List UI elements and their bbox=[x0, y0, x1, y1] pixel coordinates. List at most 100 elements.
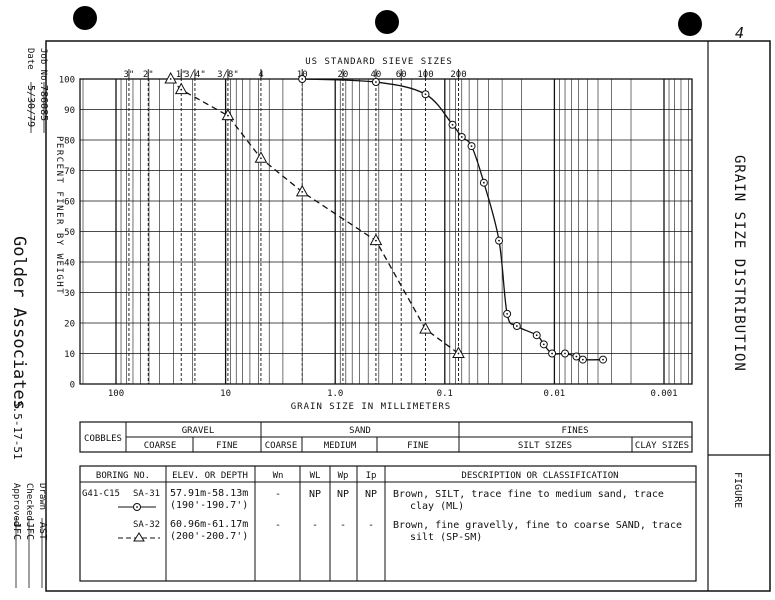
x-tick-label: 0.001 bbox=[650, 389, 677, 399]
y-tick-label: 50 bbox=[64, 228, 75, 238]
header-wp: Wp bbox=[338, 471, 349, 481]
row2-desc-line2: silt (SP-SM) bbox=[410, 532, 482, 543]
y-tick-label: 70 bbox=[64, 167, 75, 177]
approved-value: JFC bbox=[11, 522, 22, 540]
data-point-triangle bbox=[295, 184, 309, 197]
y-tick-label: 60 bbox=[64, 198, 75, 208]
sieve-title: US STANDARD SIEVE SIZES bbox=[305, 57, 453, 67]
row2-desc-line1: Brown, fine gravelly, fine to coarse SAN… bbox=[393, 520, 682, 531]
data-point-triangle bbox=[254, 151, 268, 163]
row2-sample: SA-32 bbox=[133, 520, 160, 530]
header-boring: BORING NO. bbox=[96, 471, 150, 481]
data-point-dot bbox=[375, 239, 377, 242]
data-point-dot bbox=[424, 328, 427, 330]
punch-hole-right bbox=[678, 12, 702, 36]
data-point-dot bbox=[470, 145, 473, 148]
y-tick-label: 100 bbox=[59, 76, 75, 86]
figure-title: GRAIN SIZE DISTRIBUTION bbox=[731, 155, 747, 372]
data-point-dot bbox=[581, 358, 584, 361]
data-point-triangle bbox=[221, 108, 235, 121]
row2-wl: - bbox=[312, 520, 318, 531]
cobbles-label: COBBLES bbox=[84, 434, 122, 444]
row2-elev-m: 60.96m-61.17m bbox=[170, 519, 248, 530]
data-point-dot bbox=[227, 114, 229, 117]
y-tick-label: 30 bbox=[64, 289, 75, 299]
row1-desc-line2: clay (ML) bbox=[410, 501, 464, 512]
x-tick-label: 100 bbox=[108, 389, 124, 399]
plot-border bbox=[79, 78, 693, 385]
y-tick-label: 0 bbox=[70, 381, 75, 391]
sand-fine-label: FINE bbox=[407, 441, 429, 451]
gravel-fine-label: FINE bbox=[216, 441, 238, 451]
grain-size-chart: 0 10 20 30 40 50 60 70 80 90 100 100 10 1.0 0.1 0.01 0.… bbox=[54, 69, 693, 412]
x-tick-labels: 100 10 1.0 0.1 0.01 0.001 bbox=[108, 389, 678, 399]
row1-wp: NP bbox=[337, 489, 349, 500]
sieve-lines bbox=[128, 69, 459, 384]
y-tick-labels: 0 10 20 30 40 50 60 70 80 90 100 bbox=[59, 76, 75, 391]
y-tick-label: 80 bbox=[64, 137, 75, 147]
data-point-dot bbox=[575, 355, 578, 358]
page-mark: 4 bbox=[735, 24, 744, 42]
y-tick-label: 40 bbox=[64, 259, 75, 269]
checked-value: JFC bbox=[24, 522, 35, 540]
figure-label: FIGURE bbox=[732, 472, 743, 508]
x-tick-label: 1.0 bbox=[327, 389, 343, 399]
header-wl: WL bbox=[310, 471, 321, 481]
sheet-border bbox=[45, 40, 771, 592]
row1-boring: G41-C15 bbox=[82, 489, 120, 499]
row2-elev-ft: (200'-200.7') bbox=[170, 531, 248, 542]
sand-label: SAND bbox=[349, 426, 371, 436]
x-tick-label: 0.01 bbox=[544, 389, 566, 399]
x-tick-label: 10 bbox=[220, 389, 231, 399]
row1-sample: SA-31 bbox=[133, 489, 160, 499]
data-point-triangle bbox=[419, 322, 432, 334]
drawn-label: Drawn bbox=[37, 483, 47, 510]
row2-legend-marker bbox=[133, 532, 145, 542]
data-point-dot bbox=[260, 157, 262, 160]
clay-sizes-label: CLAY SIZES bbox=[635, 441, 689, 451]
job-value: 786085 bbox=[38, 85, 49, 121]
data-point-triangle bbox=[452, 346, 465, 358]
date-value: 5/30/79 bbox=[25, 85, 36, 127]
data-point-dot bbox=[564, 352, 566, 355]
data-point-dot bbox=[551, 352, 553, 355]
gravel-coarse-label: COARSE bbox=[144, 441, 177, 451]
company-code: 3.5-17-51 bbox=[11, 400, 24, 460]
sample-table: BORING NO. ELEV. OR DEPTH Wn WL Wp Ip DE… bbox=[79, 465, 697, 582]
data-point-triangle bbox=[164, 71, 178, 84]
sand-medium-label: MEDIUM bbox=[324, 441, 357, 451]
gravel-label: GRAVEL bbox=[182, 426, 215, 436]
y-tick-label: 90 bbox=[64, 106, 75, 116]
data-point-dot bbox=[301, 78, 304, 80]
data-point-dot bbox=[515, 325, 518, 327]
punch-hole-left bbox=[73, 6, 97, 30]
header-ip: Ip bbox=[366, 471, 377, 481]
header-description: DESCRIPTION OR CLASSIFICATION bbox=[461, 471, 618, 481]
job-label: Job No. bbox=[38, 48, 48, 86]
checked-label: Checked bbox=[24, 483, 34, 521]
data-point-dot bbox=[169, 78, 172, 80]
header-wn: Wn bbox=[273, 471, 284, 481]
data-point-dot bbox=[535, 334, 538, 337]
data-point-dot bbox=[542, 343, 545, 346]
row1-elev-ft: (190'-190.7') bbox=[170, 500, 248, 511]
classification-table: COBBLES GRAVEL COARSE FINE SAND COARSE M… bbox=[79, 421, 693, 453]
data-point-dot bbox=[375, 81, 377, 83]
y-tick-label: 20 bbox=[64, 320, 75, 330]
data-point-dot bbox=[498, 239, 500, 242]
left-title-block: Date Job No. 5/30/79 786085 Golder Assoc… bbox=[9, 48, 49, 588]
data-point-dot bbox=[301, 190, 304, 193]
row1-elev-m: 57.91m-58.13m bbox=[170, 488, 248, 499]
company-name: Golder Associates bbox=[9, 236, 29, 410]
x-tick-label: 0.1 bbox=[437, 389, 453, 399]
row1-ip: NP bbox=[365, 489, 377, 500]
date-label: Date bbox=[25, 48, 35, 70]
chart-grid bbox=[80, 78, 692, 385]
header-elev: ELEV. OR DEPTH bbox=[172, 471, 248, 481]
punch-hole-center bbox=[375, 10, 399, 34]
row2-wp: - bbox=[340, 520, 346, 531]
sand-coarse-label: COARSE bbox=[265, 441, 298, 451]
data-point-dot bbox=[424, 93, 427, 96]
approved-label: Approved bbox=[11, 483, 21, 526]
row2-ip: - bbox=[368, 520, 374, 531]
